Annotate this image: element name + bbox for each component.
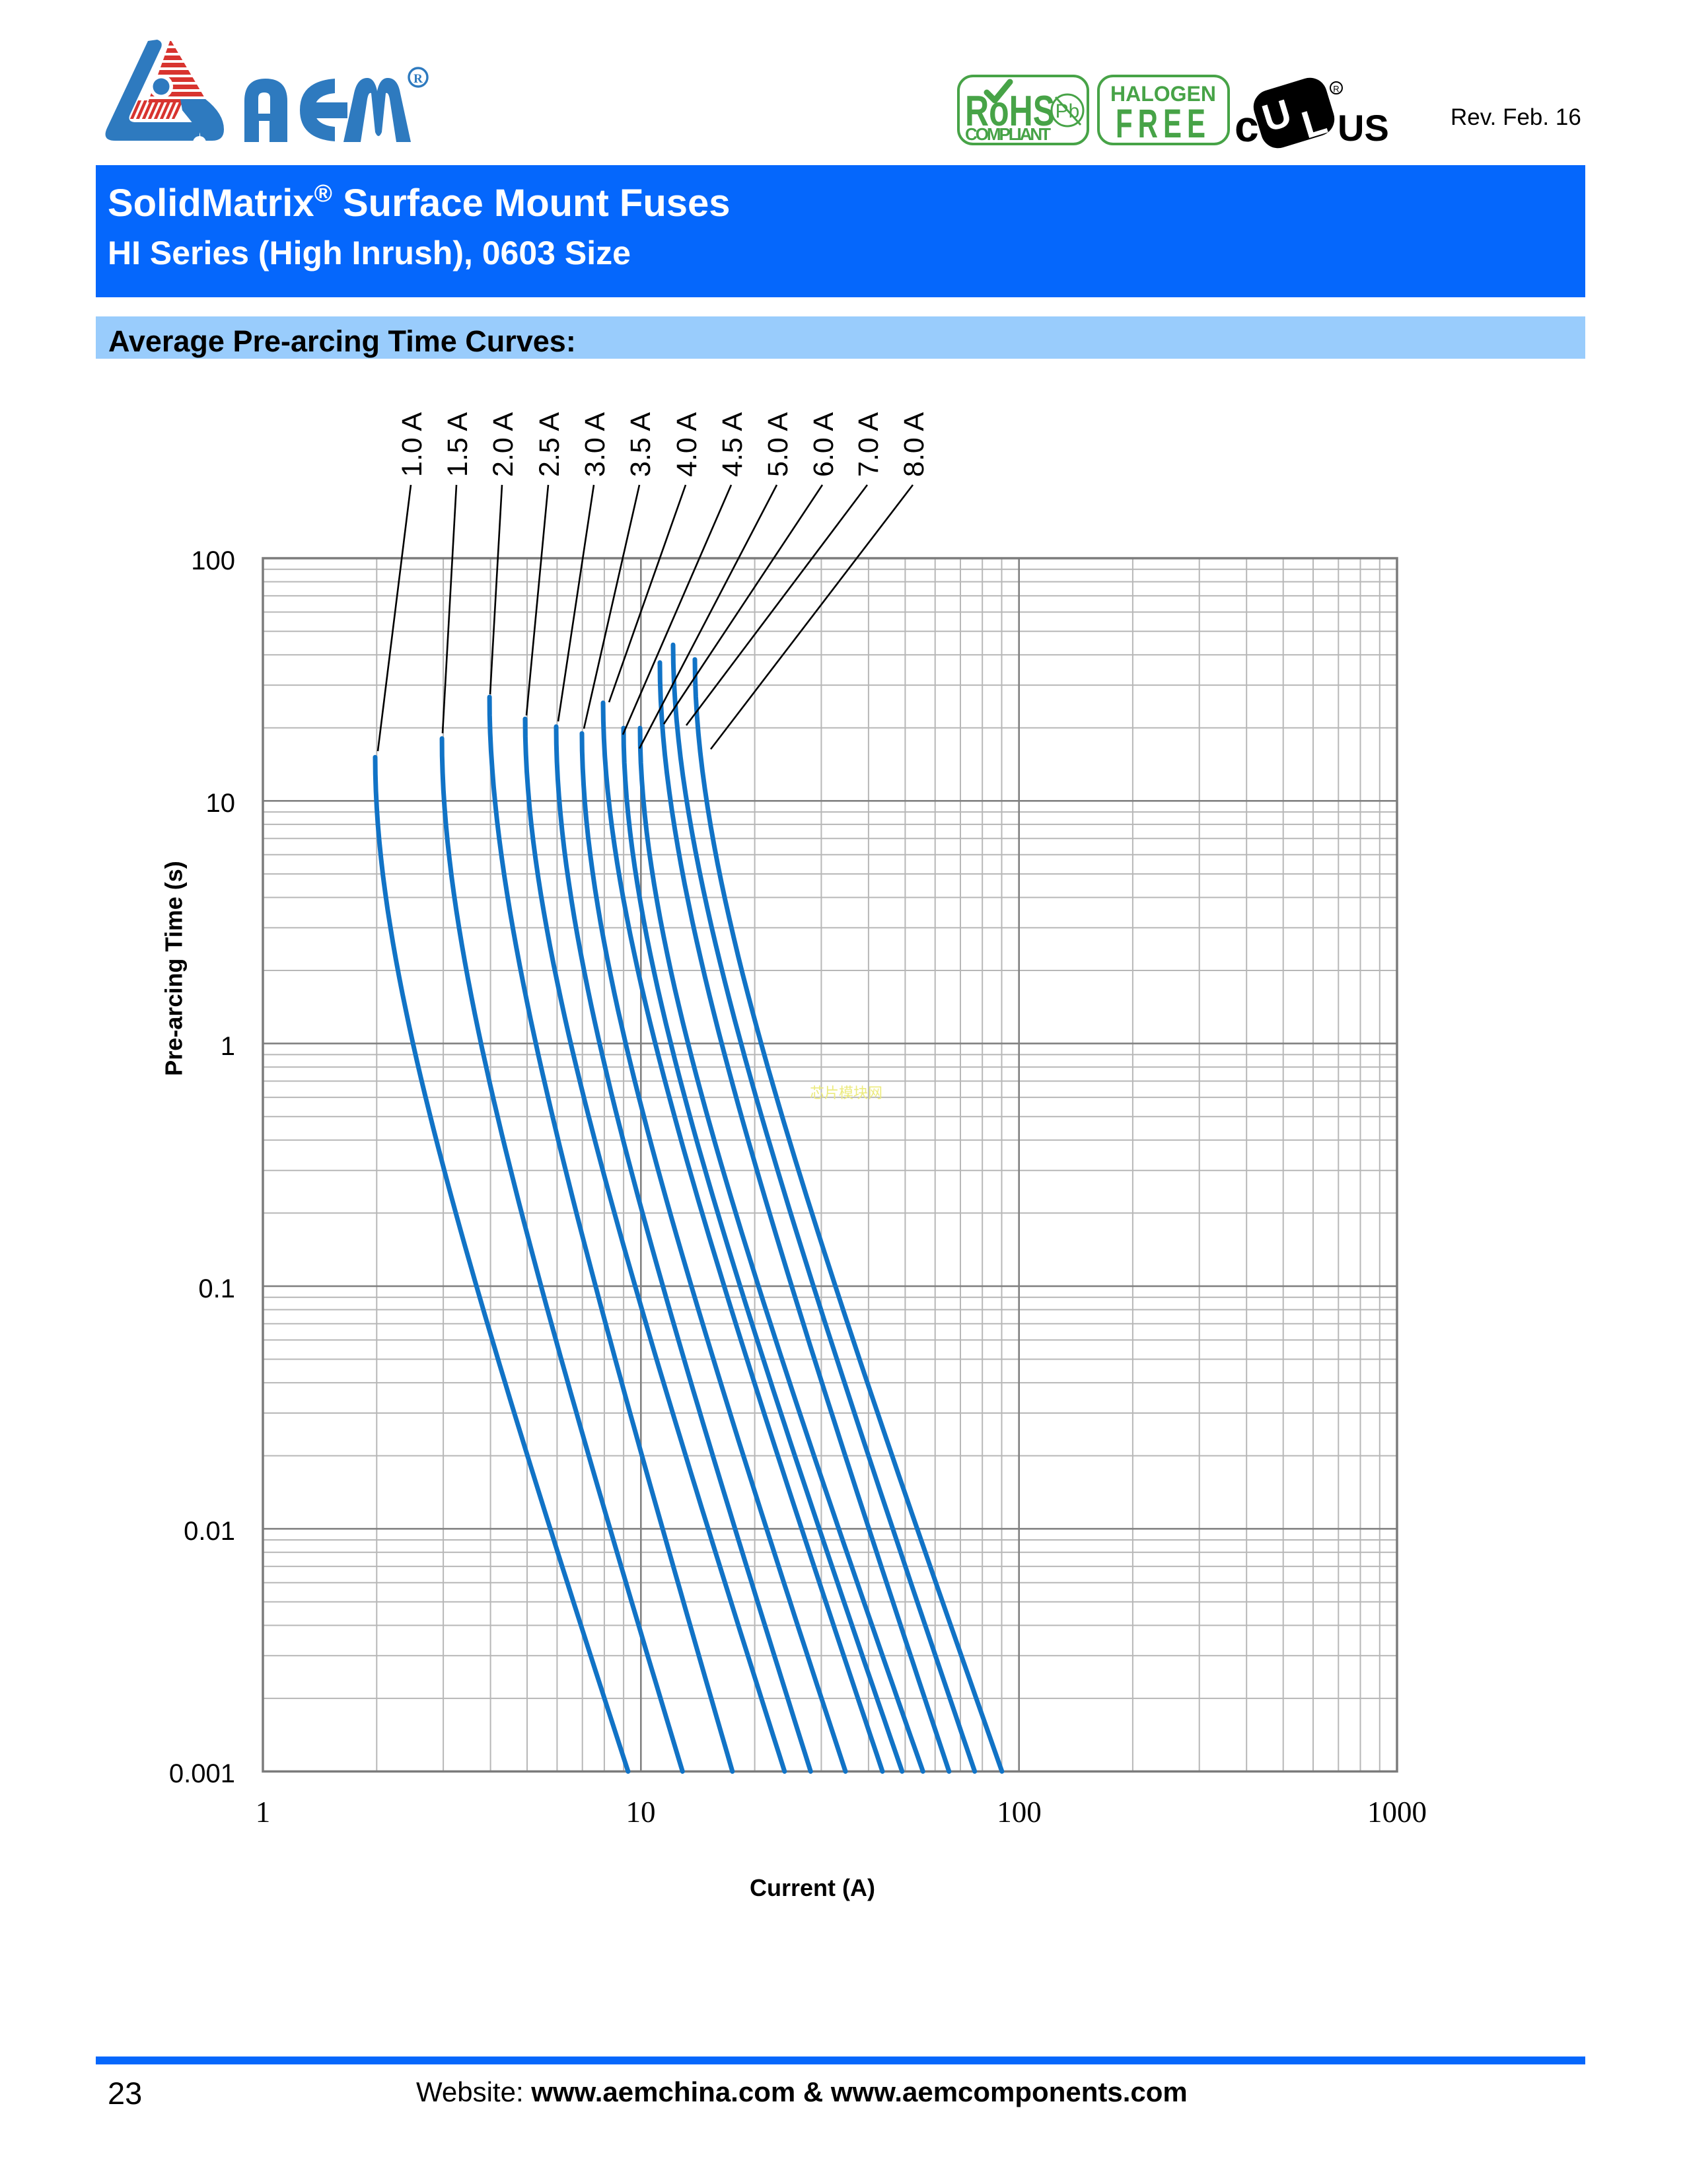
svg-text:HALOGEN: HALOGEN	[1110, 82, 1216, 106]
svg-text:10: 10	[626, 1796, 656, 1829]
svg-text:HI Series (High Inrush), 0603: HI Series (High Inrush), 0603 Size	[108, 235, 631, 272]
svg-text:Rev. Feb. 16: Rev. Feb. 16	[1451, 104, 1581, 130]
svg-text:10: 10	[206, 789, 236, 818]
svg-text:RoHS: RoHS	[965, 88, 1055, 135]
svg-text:Average Pre-arcing Time Curves: Average Pre-arcing Time Curves:	[108, 324, 576, 358]
svg-text:1000: 1000	[1367, 1796, 1427, 1829]
svg-text:R: R	[413, 72, 423, 86]
svg-text:2.5 A: 2.5 A	[534, 412, 565, 477]
svg-text:4.0 A: 4.0 A	[671, 412, 703, 477]
svg-text:100: 100	[997, 1796, 1042, 1829]
svg-text:Current (A): Current (A)	[750, 1874, 875, 1901]
svg-text:1.5 A: 1.5 A	[442, 412, 474, 477]
svg-text:US: US	[1338, 107, 1389, 149]
svg-text:23: 23	[108, 2076, 142, 2111]
svg-text:SolidMatrix® Surface Mount Fus: SolidMatrix® Surface Mount Fuses	[108, 180, 731, 225]
svg-text:8.0 A: 8.0 A	[898, 412, 930, 477]
svg-text:R: R	[1333, 84, 1339, 94]
svg-text:FREE: FREE	[1116, 102, 1211, 147]
svg-text:0.01: 0.01	[184, 1517, 235, 1546]
svg-text:1: 1	[221, 1032, 235, 1061]
svg-text:3.0 A: 3.0 A	[579, 412, 611, 477]
svg-text:0.1: 0.1	[198, 1274, 235, 1303]
svg-text:Pre-arcing Time (s): Pre-arcing Time (s)	[161, 861, 188, 1075]
svg-text:0.001: 0.001	[169, 1759, 235, 1788]
svg-text:1: 1	[256, 1796, 271, 1829]
svg-text:6.0 A: 6.0 A	[808, 412, 840, 477]
svg-text:7.0 A: 7.0 A	[853, 412, 884, 477]
svg-text:100: 100	[191, 546, 235, 575]
svg-text:芯片模块网: 芯片模块网	[810, 1085, 882, 1101]
svg-text:5.0 A: 5.0 A	[762, 412, 794, 477]
svg-text:COMPLIANT: COMPLIANT	[965, 124, 1051, 144]
svg-text:3.5 A: 3.5 A	[625, 412, 657, 477]
svg-text:2.0 A: 2.0 A	[487, 412, 519, 477]
svg-text:4.5 A: 4.5 A	[717, 412, 748, 477]
svg-text:Website: www.aemchina.com & ww: Website: www.aemchina.com & www.aemcompo…	[416, 2076, 1188, 2107]
svg-text:1.0 A: 1.0 A	[396, 412, 428, 477]
